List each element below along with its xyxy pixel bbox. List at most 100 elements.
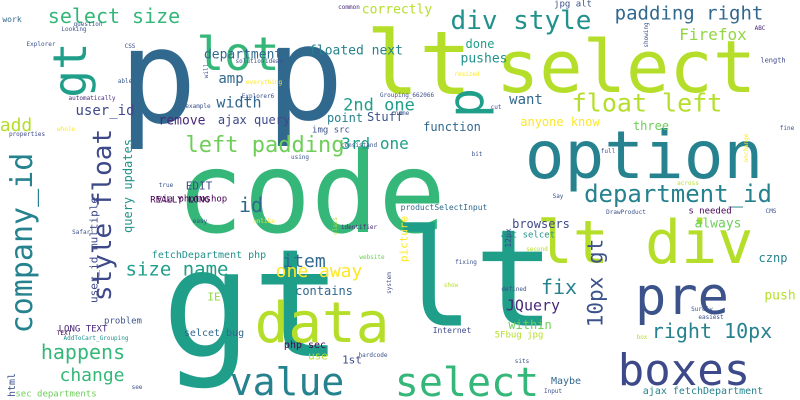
cloud-word: width — [216, 93, 262, 112]
cloud-word: ajax fetchDepartment — [642, 386, 764, 397]
cloud-word: pre — [635, 267, 729, 327]
cloud-word: float left — [571, 88, 723, 118]
cloud-word: fetchDepartment php — [151, 250, 267, 261]
cloud-word: onchange — [743, 133, 750, 163]
cloud-word: resized — [454, 71, 480, 78]
cloud-word: Firefox — [679, 25, 747, 44]
cloud-word: 1st — [342, 353, 362, 367]
cloud-word: ABC — [754, 25, 766, 32]
cloud-word: contains — [295, 284, 353, 298]
cloud-word: box — [636, 334, 648, 341]
cloud-word: Input — [543, 388, 563, 395]
cloud-word: code — [176, 129, 446, 259]
cloud-word: Explorer — [26, 41, 56, 48]
cloud-word: s needed — [688, 206, 732, 217]
cloud-word: p — [437, 87, 495, 119]
cloud-word: common — [338, 4, 360, 11]
cloud-word: showing — [643, 22, 650, 48]
cloud-word: value — [229, 360, 345, 400]
cloud-word: lt div — [536, 208, 754, 278]
cloud-word: AddToCart_Grouping — [63, 335, 129, 342]
cloud-word: easy — [192, 218, 208, 225]
cloud-word: div style — [450, 6, 592, 36]
cloud-word: anyone know — [520, 115, 600, 129]
cloud-word: 10px gt — [583, 238, 608, 328]
cloud-word: solution — [235, 58, 265, 65]
cloud-word: one away — [275, 261, 363, 282]
cloud-word: question — [73, 21, 103, 28]
cloud-word: Looking — [61, 26, 87, 33]
cloud-word: use — [308, 349, 328, 363]
cloud-word: will — [203, 63, 210, 79]
cloud-word: using — [290, 154, 310, 161]
cloud-word: p — [265, 0, 345, 150]
cloud-word: website — [359, 254, 385, 261]
cloud-word: unlike — [253, 218, 275, 225]
cloud-word: size name — [125, 258, 229, 281]
cloud-word: select — [394, 360, 540, 400]
cloud-word: always — [694, 216, 742, 232]
cloud-word: php sec — [283, 340, 327, 351]
cloud-word: padding right — [614, 2, 764, 25]
cloud-word: jpg alt — [554, 0, 592, 10]
cloud-word: user_id — [75, 103, 135, 119]
cloud-word: class — [332, 216, 339, 236]
cloud-word: fix — [540, 275, 578, 299]
cloud-word: LONG TEXT — [58, 324, 108, 335]
cloud-word: length — [760, 56, 786, 65]
cloud-word: able — [117, 78, 133, 85]
cloud-word: Surely — [691, 306, 713, 313]
cloud-word: see — [131, 384, 143, 391]
cloud-word: p — [118, 1, 198, 153]
cloud-word: problem — [104, 316, 142, 327]
cloud-word: floated next — [309, 43, 403, 59]
cloud-word: id — [238, 193, 264, 217]
cloud-word: Internet — [432, 326, 472, 335]
cloud-word: TEXT — [56, 330, 72, 337]
cloud-word: departments — [203, 47, 291, 63]
cloud-word: fixing — [455, 259, 477, 266]
cloud-word: lt — [392, 200, 556, 358]
cloud-word: second — [526, 246, 548, 253]
cloud-word: data — [254, 291, 390, 356]
cloud-word: defined — [501, 286, 527, 293]
cloud-word: change — [59, 365, 125, 386]
cloud-word: item — [282, 251, 326, 272]
cloud-word: easiest — [698, 314, 724, 321]
cloud-word: gt — [161, 218, 343, 392]
cloud-word: across — [677, 180, 699, 187]
cloud-word: three — [632, 119, 670, 133]
cloud-word: right 10px — [651, 319, 773, 343]
cloud-word: 2nd one — [343, 95, 415, 116]
cloud-word: company_id — [5, 152, 40, 334]
cloud-word: pushes — [460, 51, 508, 67]
cloud-word: amp — [218, 71, 244, 87]
cloud-word: img src — [312, 125, 350, 136]
cloud-word: via photoshop — [156, 194, 228, 205]
cloud-word: boxes — [617, 345, 751, 396]
cloud-word: sec departments — [15, 389, 97, 400]
cloud-word: Maybe — [550, 376, 582, 387]
cloud-word: everything — [245, 79, 283, 86]
cloud-word: cznp — [758, 251, 788, 265]
cloud-word: browsers — [512, 217, 570, 231]
cloud-word: Explorer6 — [241, 93, 275, 100]
cloud-word: 3rd one — [341, 134, 409, 153]
cloud-word: CMS — [765, 208, 777, 215]
cloud-word: ideas — [264, 58, 284, 65]
cloud-word: JQuery — [505, 296, 561, 315]
cloud-word: 5Fbug jpg — [494, 330, 544, 341]
cloud-word: department_id — [584, 180, 772, 208]
cloud-word: left padding — [185, 133, 345, 158]
cloud-word: happens — [40, 340, 126, 364]
cloud-word: sits — [514, 358, 530, 365]
cloud-word: alt selcet — [500, 230, 556, 241]
cloud-word: Safari — [72, 229, 94, 236]
cloud-word: select size — [47, 4, 181, 28]
cloud-word: fine — [779, 125, 795, 132]
cloud-word: within — [508, 318, 552, 332]
cloud-word: Say — [552, 193, 564, 200]
cloud-word: user_id multiple — [87, 197, 101, 303]
cloud-word: Stuff — [366, 110, 404, 124]
